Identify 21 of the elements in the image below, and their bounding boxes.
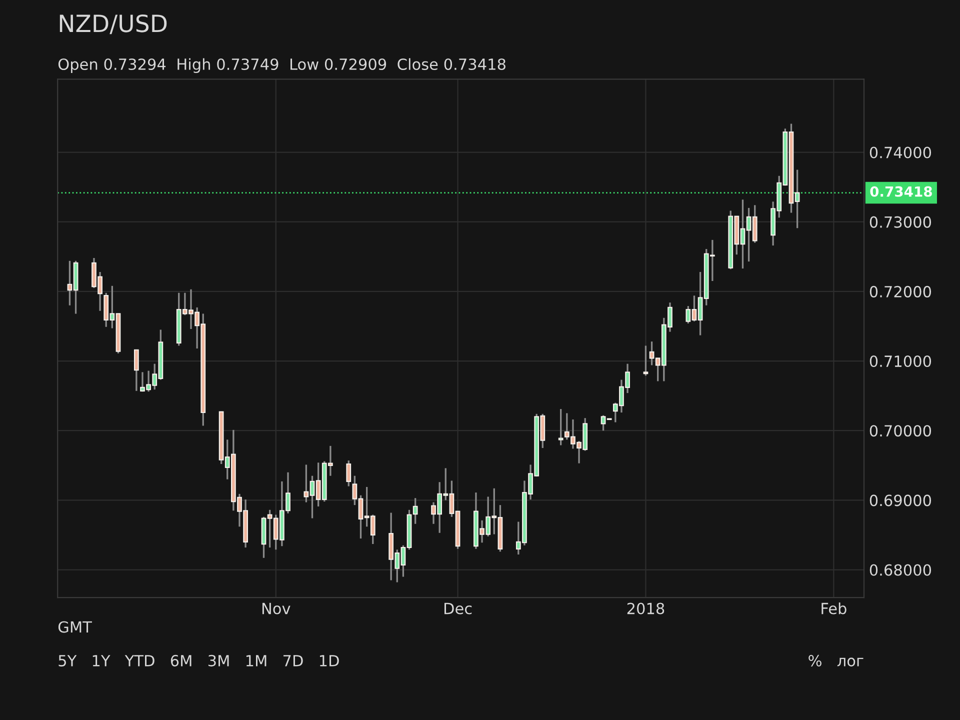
- y-tick-label: 0.70000: [870, 425, 932, 437]
- text: % лог: [808, 654, 864, 666]
- y-tick-label: 0.68000: [870, 564, 932, 576]
- x-tick-label: Feb: [822, 602, 846, 614]
- y-tick-label: 0.71000: [870, 355, 932, 368]
- x-tick-label: 2018: [627, 602, 664, 614]
- chart-title: NZD/USD: [60, 14, 167, 34]
- candlestick: [643, 344, 648, 376]
- y-tick-label: 0.74000: [870, 146, 932, 158]
- y-tick-label: 0.73000: [870, 216, 932, 228]
- y-tick-label: 0.69000: [870, 494, 932, 506]
- ref-line-label: 0.73418: [870, 186, 932, 197]
- x-tick-label: Dec: [444, 602, 472, 614]
- candlestick: [558, 408, 564, 446]
- x-tick-label: Nov: [262, 602, 290, 614]
- y-tick-label: 0.72000: [870, 286, 932, 298]
- text: GMT: [58, 621, 92, 633]
- candlestick: [346, 460, 352, 488]
- text: 5Y 1Y YTD 6M 3M 1M 7D 1D: [58, 654, 339, 666]
- candlestick: [134, 349, 139, 392]
- text: Open 0.73294 High 0.73749 Low 0.72909 Close 0.73418: [58, 58, 506, 73]
